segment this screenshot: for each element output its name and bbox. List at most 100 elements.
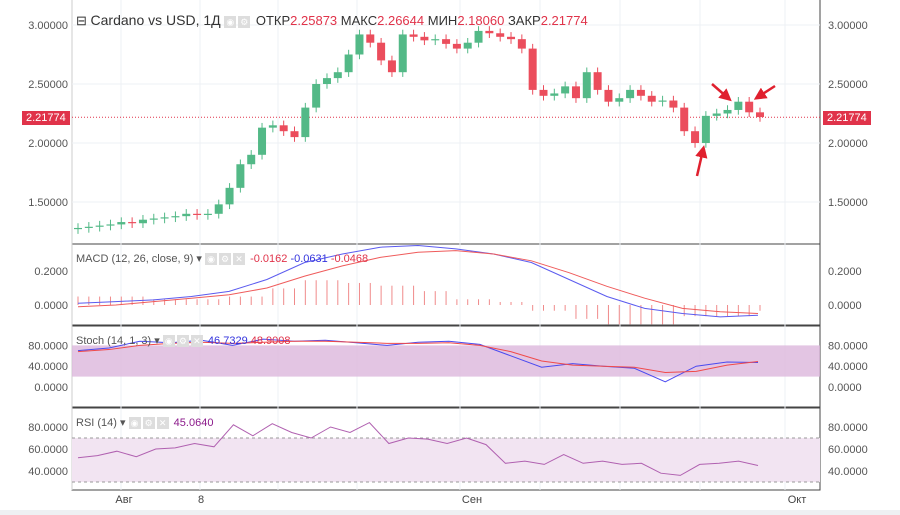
candle-body (442, 39, 451, 44)
rsi-band (72, 438, 820, 482)
candle-body (474, 30, 483, 43)
candle-body (431, 39, 440, 41)
candle-body (225, 187, 234, 205)
candle-body (452, 43, 461, 49)
gear-icon[interactable]: ⚙ (219, 253, 232, 266)
price-tick-left: 2.50000 (28, 79, 68, 91)
annotation-arrow (711, 83, 732, 102)
candle-body (377, 42, 386, 61)
stoch-tick-left: 0.0000 (34, 382, 68, 394)
price-tick-left: 3.00000 (28, 20, 68, 32)
legend-main: ⊟ Cardano vs USD, 1Д ◉ ⚙ ОТКР2.25873 МАКС… (76, 12, 588, 28)
candle-body (723, 109, 732, 114)
candle-body (626, 89, 635, 99)
candle-body (203, 213, 212, 215)
candle-body (193, 213, 202, 215)
candle-body (756, 112, 764, 118)
candle-body (95, 225, 104, 227)
candle-body (387, 60, 396, 73)
eye-icon[interactable]: ◉ (224, 15, 237, 28)
current-price-badge-left: 2.21774 (22, 111, 70, 125)
candle-body (550, 93, 559, 96)
price-tick-right: 3.00000 (828, 20, 868, 32)
candle-body (279, 125, 288, 132)
macd-line (77, 244, 759, 318)
legend-macd: MACD (12, 26, close, 9) ▾ ◉ ⚙ ✕ -0.0162 -0… (76, 253, 369, 266)
candle-body (171, 216, 180, 218)
candle-body (561, 86, 570, 94)
candle-body (669, 100, 678, 108)
stoch-tick-right: 80.0000 (828, 340, 868, 352)
signal-line (77, 250, 759, 314)
candle-body (712, 113, 721, 116)
stoch-band (72, 345, 820, 377)
candle-body (106, 224, 115, 226)
time-label: Окт (788, 494, 807, 506)
candle-body (582, 72, 591, 99)
rsi-tick-right: 80.0000 (828, 422, 868, 434)
candle-body (290, 131, 299, 138)
price-tick-right: 2.00000 (828, 138, 868, 150)
candle-body (301, 107, 310, 138)
annotation-arrow (753, 84, 776, 100)
eye-icon[interactable]: ◉ (162, 335, 175, 348)
gear-icon[interactable]: ⚙ (142, 417, 155, 430)
eye-icon[interactable]: ◉ (205, 253, 218, 266)
candle-body (312, 84, 321, 108)
collapse-icon[interactable]: ⊟ (76, 13, 87, 28)
candle-body (539, 89, 548, 96)
candle-body (647, 95, 656, 102)
candle-body (128, 222, 137, 224)
candle-body (517, 39, 526, 49)
close-icon[interactable]: ✕ (190, 335, 203, 348)
candle-body (333, 72, 342, 79)
candle-body (496, 33, 505, 37)
price-tick-left: 1.50000 (28, 197, 68, 209)
candle-body (615, 98, 624, 102)
candle-body (258, 127, 267, 155)
rsi-tick-left: 40.0000 (28, 466, 68, 478)
candle-body (149, 218, 158, 220)
candle-body (366, 34, 375, 43)
candle-body (398, 34, 407, 73)
candle-body (138, 219, 147, 224)
legend-stoch: Stoch (14, 1, 3) ▾ ◉ ⚙ ✕ 46.7329 48.9008 (76, 335, 291, 348)
stoch-tick-right: 40.0000 (828, 361, 868, 373)
macd-tick-right: 0.2000 (828, 266, 862, 278)
candle-body (745, 101, 754, 113)
gear-icon[interactable]: ⚙ (238, 15, 251, 28)
candle-body (182, 213, 191, 217)
rsi-line (77, 421, 759, 476)
close-icon[interactable]: ✕ (156, 417, 169, 430)
stoch-tick-left: 80.0000 (28, 340, 68, 352)
candle-body (604, 89, 613, 102)
candle-body (74, 227, 82, 230)
rsi-tick-right: 40.0000 (828, 466, 868, 478)
price-tick-right: 1.50000 (828, 197, 868, 209)
close-icon[interactable]: ✕ (233, 253, 246, 266)
candle-body (117, 222, 126, 225)
annotation-arrow (695, 145, 708, 177)
gear-icon[interactable]: ⚙ (176, 335, 189, 348)
candle-body (571, 86, 580, 99)
eye-icon[interactable]: ◉ (128, 417, 141, 430)
candle-body (636, 89, 645, 96)
macd-tick-left: 0.0000 (34, 300, 68, 312)
symbol-title[interactable]: Cardano vs USD, 1Д (90, 12, 221, 28)
candle-body (236, 164, 245, 188)
candle-body (84, 226, 93, 228)
rsi-tick-left: 60.0000 (28, 444, 68, 456)
time-label: Авг (115, 494, 132, 506)
rsi-tick-left: 80.0000 (28, 422, 68, 434)
stoch-tick-right: 0.0000 (828, 382, 862, 394)
candle-body (420, 36, 429, 41)
candle-body (528, 48, 537, 90)
candle-body (247, 154, 256, 165)
candle-body (268, 125, 277, 128)
candle-body (734, 101, 743, 110)
candle-body (322, 78, 331, 84)
candle-body (463, 42, 472, 49)
legend-rsi: RSI (14) ▾ ◉ ⚙ ✕ 45.0640 (76, 417, 214, 430)
